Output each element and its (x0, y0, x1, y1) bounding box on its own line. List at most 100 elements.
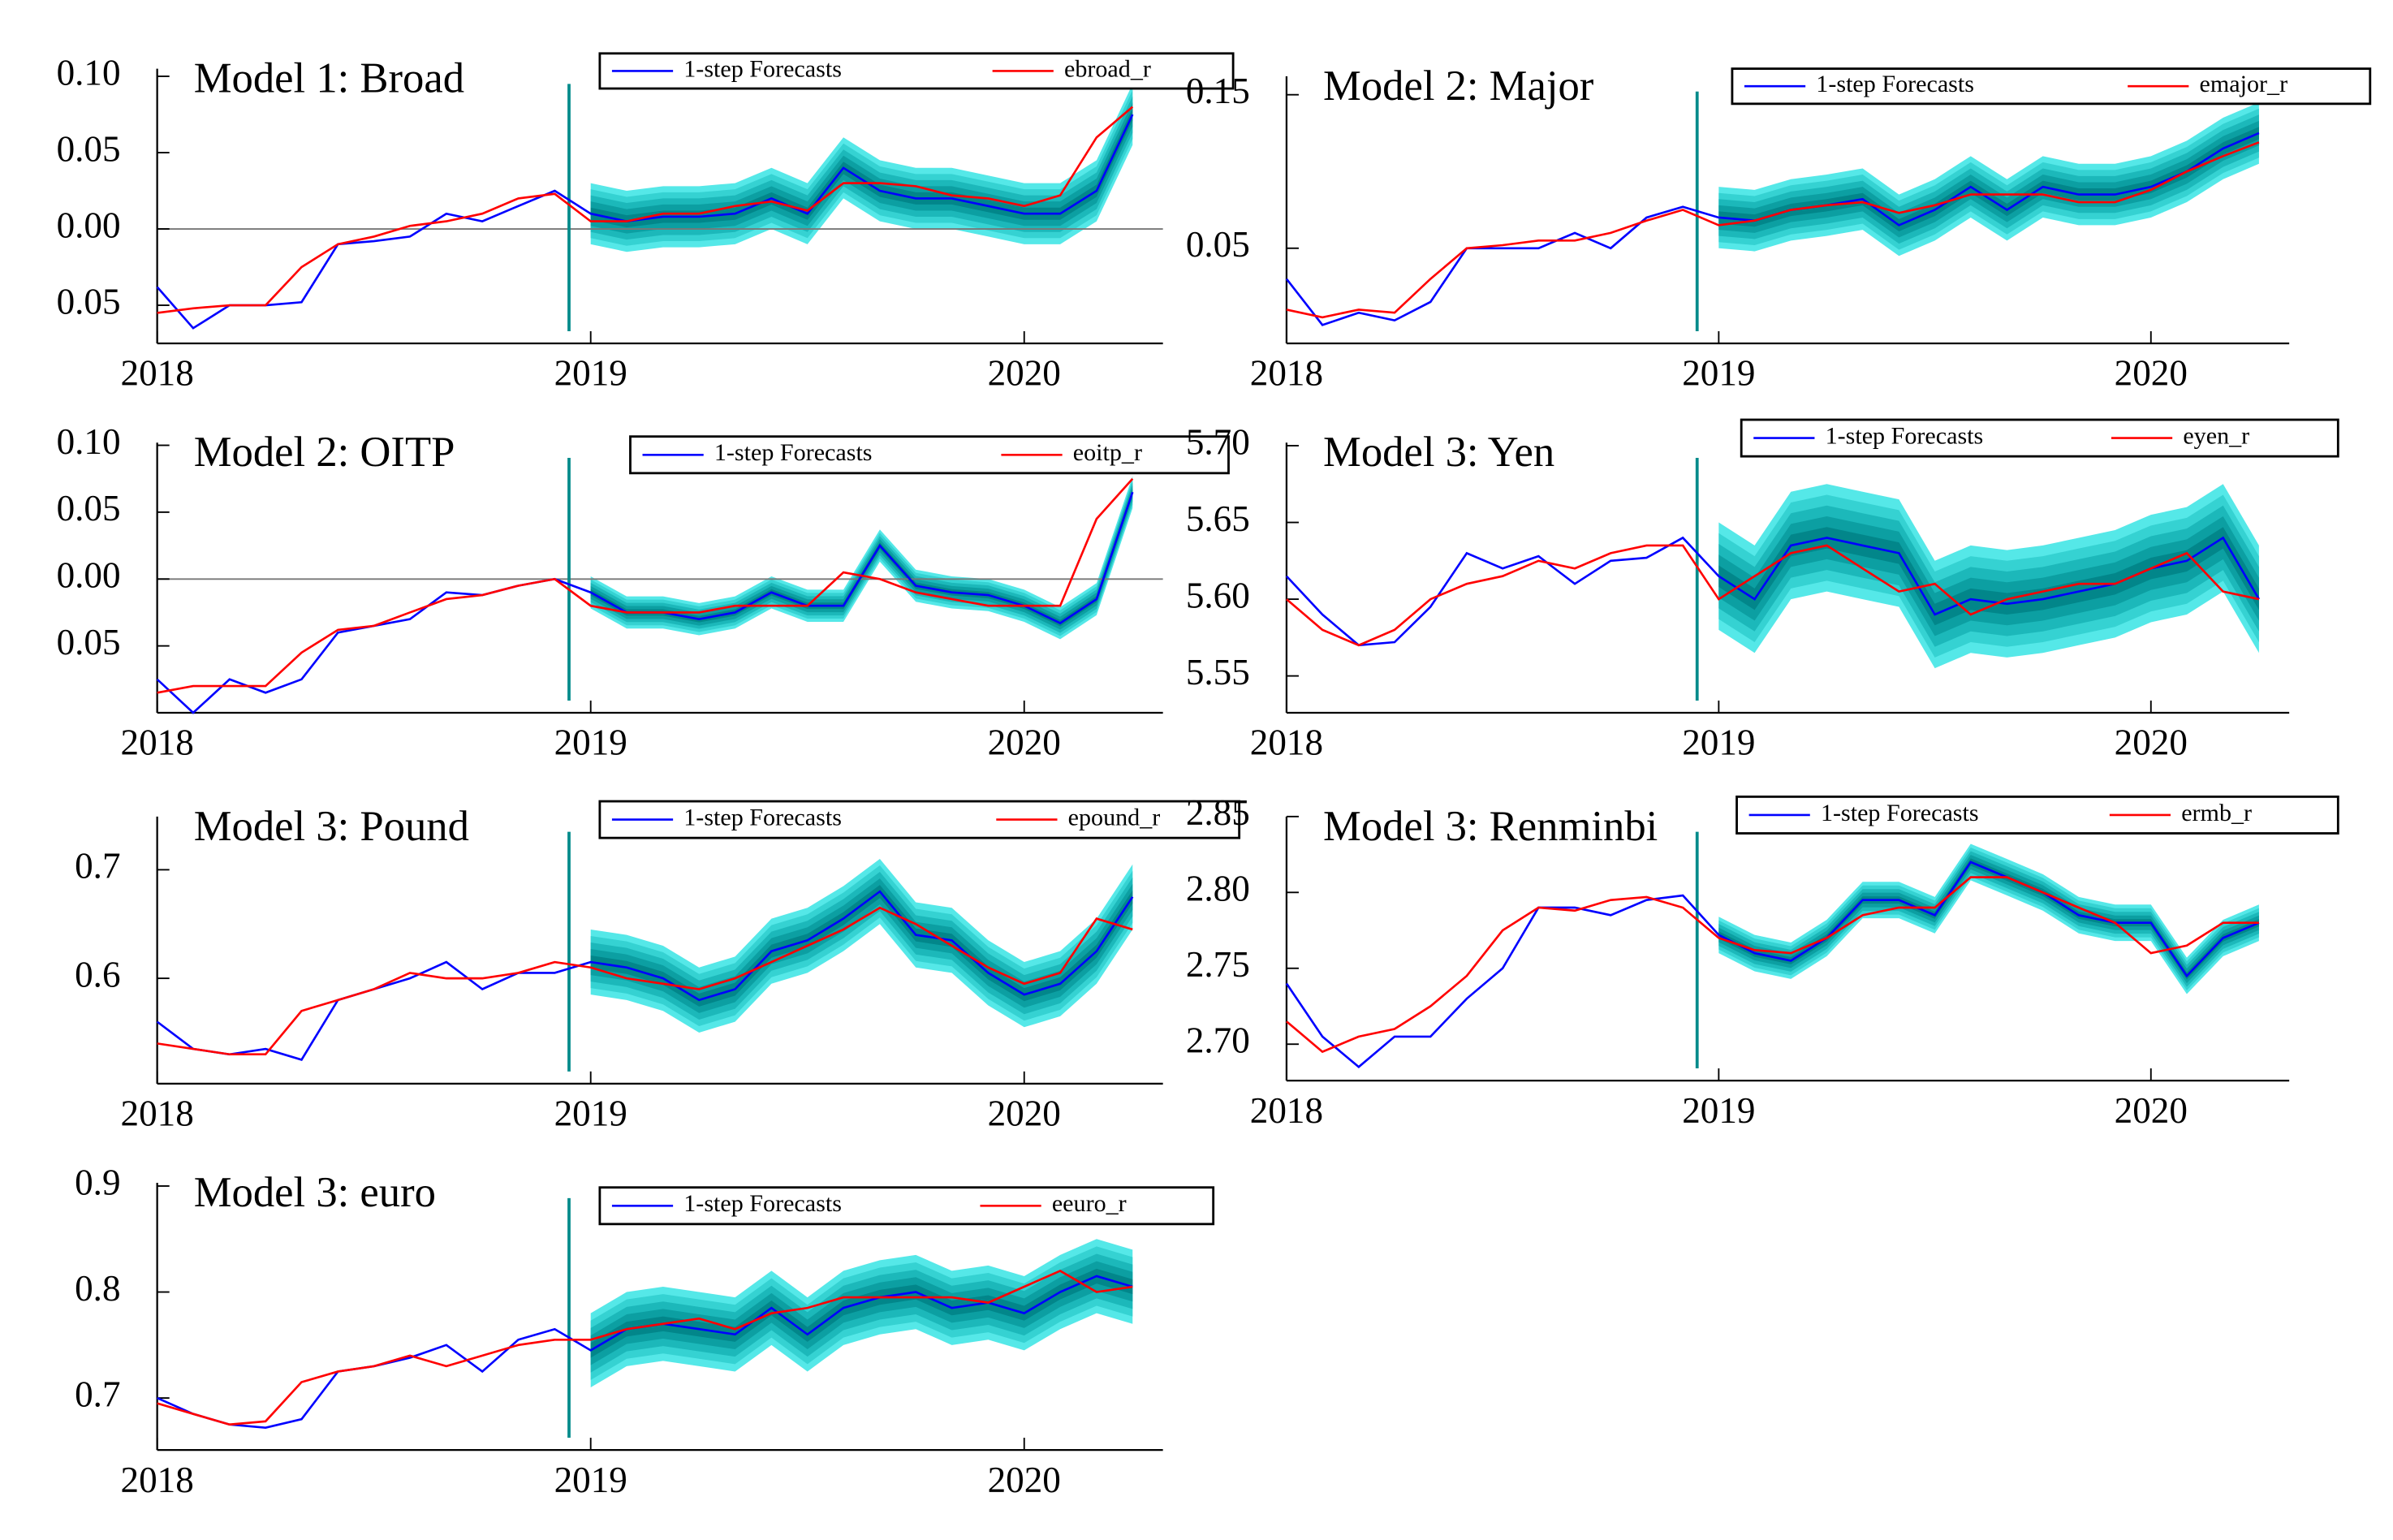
x-tick-label: 2020 (2115, 1090, 2188, 1131)
legend-box (1731, 67, 2372, 106)
x-tick-label: 2018 (1250, 353, 1323, 394)
legend-label: 1-step Forecasts (714, 438, 873, 466)
y-tick-label: 0.05 (57, 488, 121, 528)
legend-label: emajor_r (2200, 70, 2288, 97)
legend-box (629, 435, 1230, 475)
legend-label: 1-step Forecasts (1826, 421, 1984, 449)
panel-title: Model 2: OITP (194, 429, 455, 476)
y-tick-label: 2.70 (1186, 1020, 1250, 1061)
y-tick-label: 0.05 (1186, 224, 1250, 265)
panel-title: Model 3: Pound (194, 803, 469, 850)
y-tick-label: 0.10 (57, 421, 121, 462)
fan-band (1718, 120, 2259, 238)
x-tick-label: 2018 (1250, 1090, 1323, 1131)
x-tick-label: 2019 (554, 723, 627, 763)
y-tick-label: 0.15 (1186, 71, 1250, 111)
legend-label: ebroad_r (1064, 54, 1151, 82)
fan-band (1718, 127, 2259, 231)
fan-band (590, 1268, 1133, 1358)
x-tick-label: 2019 (554, 1094, 627, 1134)
legend-label: eyen_r (2183, 421, 2249, 449)
legend-box (1740, 418, 2339, 458)
y-tick-label: 0.00 (57, 205, 121, 245)
y-tick-label: 2.75 (1186, 944, 1250, 985)
legend-box (598, 800, 1241, 839)
legend-label: ermb_r (2181, 799, 2252, 826)
panel-title: Model 3: Renminbi (1323, 803, 1658, 850)
series-line (157, 906, 1133, 1056)
y-tick-label: 0.7 (75, 1374, 120, 1414)
legend-label: 1-step Forecasts (1821, 799, 1979, 826)
series-line (1285, 536, 2261, 647)
x-tick-label: 2018 (121, 723, 194, 763)
y-tick-label: 0.8 (75, 1268, 120, 1309)
legend-label: 1-step Forecasts (1816, 70, 1974, 97)
series-line (157, 1269, 1133, 1426)
y-tick-label: 2.85 (1186, 792, 1250, 833)
y-tick-label: 5.60 (1186, 575, 1250, 615)
x-tick-label: 2020 (2115, 353, 2188, 394)
y-tick-label: 0.05 (57, 128, 121, 169)
legend-label: epound_r (1068, 804, 1161, 831)
panel-title: Model 3: Yen (1323, 429, 1554, 476)
x-tick-label: 2019 (1682, 723, 1755, 763)
x-tick-label: 2020 (988, 1460, 1061, 1500)
x-tick-label: 2018 (1250, 723, 1323, 763)
series-line (1285, 861, 2260, 1068)
panel-title: Model 3: euro (194, 1169, 436, 1216)
y-tick-label: 0.9 (75, 1162, 120, 1202)
panel: 0.7 0.6 2018 2019 2020 Model 3: Pound 1-step F… (75, 800, 1241, 1134)
y-tick-label: 0.10 (57, 52, 121, 93)
fan-band (590, 885, 1133, 1007)
series-line (1286, 544, 2260, 647)
y-tick-label: 2.80 (1186, 869, 1250, 909)
panel: 0.15 0.05 2018 2019 2020 Model 2: Major 1-step… (1186, 63, 2372, 394)
legend-label: 1-step Forecasts (683, 804, 842, 831)
x-tick-label: 2019 (554, 1460, 627, 1500)
panel: 0.9 0.8 0.7 2018 2019 2020 Model 3: euro 1-step… (75, 1162, 1215, 1500)
x-tick-label: 2018 (121, 1460, 194, 1500)
series-line (157, 106, 1134, 314)
x-tick-label: 2019 (1682, 1090, 1755, 1131)
fan-band (590, 485, 1133, 630)
y-tick-label: 0.6 (75, 954, 120, 994)
series-line (1286, 876, 2259, 1054)
legend-box (1735, 795, 2339, 835)
x-tick-label: 2020 (2115, 723, 2188, 763)
y-tick-label: 5.65 (1186, 498, 1250, 539)
y-tick-label: 5.55 (1186, 652, 1250, 692)
legend-label: eeuro_r (1052, 1189, 1127, 1217)
x-tick-label: 2020 (988, 353, 1061, 394)
panel-title: Model 1: Broad (194, 55, 464, 102)
x-tick-label: 2020 (988, 1094, 1061, 1134)
legend-label: eoitp_r (1073, 438, 1142, 466)
x-tick-label: 2018 (121, 1094, 194, 1134)
fan-band (1718, 854, 2259, 984)
legend-label: 1-step Forecasts (683, 54, 842, 82)
y-tick-label: 0.05 (57, 622, 121, 662)
y-tick-label: 0.7 (75, 846, 120, 886)
series-line (157, 477, 1134, 694)
series-line (1286, 141, 2260, 319)
y-tick-label: 0.00 (57, 555, 121, 596)
y-tick-label: 0.05 (57, 281, 121, 321)
x-tick-label: 2019 (1682, 353, 1755, 394)
legend-box (598, 52, 1235, 90)
panel-title: Model 2: Major (1323, 63, 1594, 110)
x-tick-label: 2019 (554, 353, 627, 394)
x-tick-label: 2020 (988, 723, 1061, 763)
legend-label: 1-step Forecasts (683, 1189, 842, 1217)
fan-band (1718, 527, 2259, 626)
fan-band (590, 108, 1133, 228)
panel: 0.10 0.05 0.00 0.05 2018 2019 2020 Model 2: OIT… (57, 421, 1230, 763)
y-tick-label: 5.70 (1186, 421, 1250, 462)
x-tick-label: 2018 (121, 353, 194, 394)
legend-box (598, 1186, 1215, 1226)
series-line (156, 114, 1134, 330)
